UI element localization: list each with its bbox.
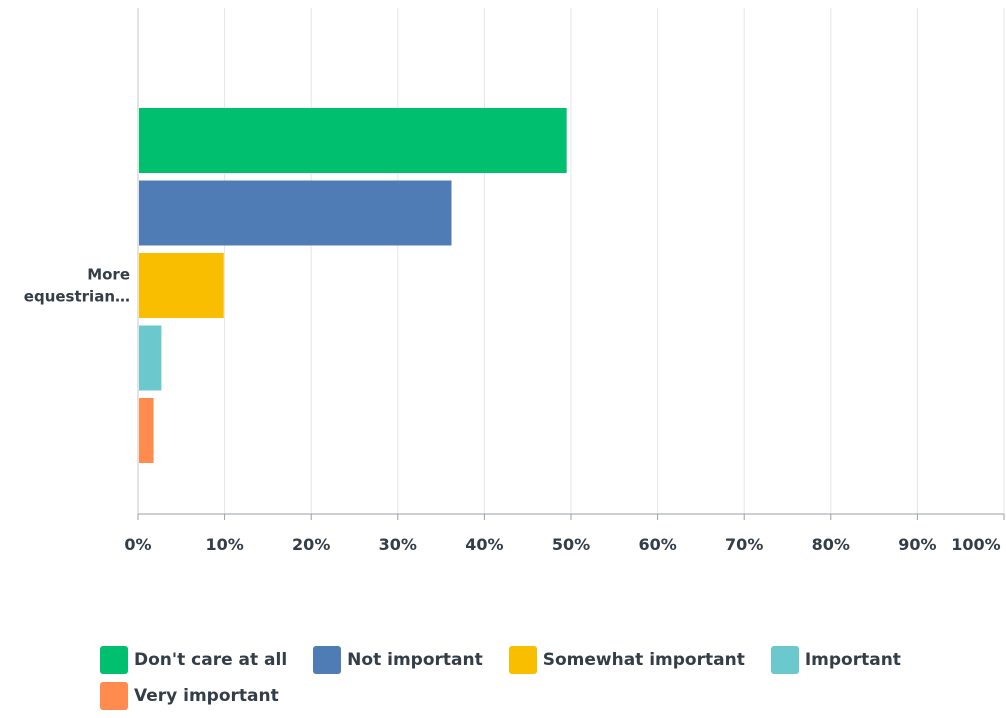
legend-item: Very important — [100, 682, 279, 710]
x-tick-label: 0% — [124, 535, 151, 554]
legend-item: Important — [770, 646, 901, 674]
legend: Don't care at all Not important Somewhat i… — [100, 646, 1000, 718]
legend-label: Not important — [347, 650, 483, 670]
bar — [139, 253, 224, 318]
bar — [139, 108, 567, 173]
x-tick-label: 20% — [292, 535, 330, 554]
bar — [139, 180, 452, 246]
x-tick-labels: 0% 10% 20% 30% 40% 50% 60% 70% 80% 90% 100% — [124, 535, 1000, 554]
chart: 0% 10% 20% 30% 40% 50% 60% 70% 80% 90% 100% More eq… — [24, 8, 1005, 554]
legend-label: Important — [804, 650, 901, 670]
x-tick-label: 80% — [812, 535, 850, 554]
x-tick-label: 10% — [205, 535, 243, 554]
x-tick-label: 90% — [898, 535, 936, 554]
legend-swatch — [100, 646, 128, 674]
legend-swatch — [313, 646, 342, 674]
bar — [139, 398, 154, 463]
bars — [139, 108, 567, 463]
bar — [139, 325, 162, 391]
axes — [137, 8, 1005, 520]
legend-label: Somewhat important — [542, 650, 745, 670]
x-tick-label: 60% — [638, 535, 676, 554]
category-labels: More equestrian… — [24, 266, 130, 306]
legend-label: Very important — [134, 686, 279, 706]
x-tick-label: 70% — [725, 535, 763, 554]
x-tick-label: 40% — [465, 535, 503, 554]
grid-lines — [224, 8, 1005, 514]
legend-swatch — [770, 646, 799, 674]
legend-item: Not important — [313, 646, 483, 674]
legend-swatch — [100, 682, 128, 710]
legend-item: Somewhat important — [508, 646, 745, 674]
category-label: More equestrian… — [24, 266, 130, 306]
x-tick-label: 50% — [552, 535, 590, 554]
legend-swatch — [508, 646, 537, 674]
x-tick-label: 30% — [379, 535, 417, 554]
legend-label: Don't care at all — [134, 650, 288, 670]
x-tick-label: 100% — [951, 535, 1000, 554]
legend-item: Don't care at all — [100, 646, 287, 674]
